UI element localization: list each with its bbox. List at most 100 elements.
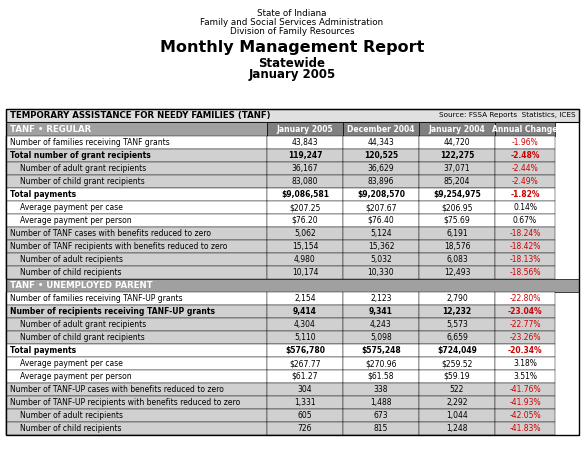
Bar [419, 331, 495, 344]
Bar [419, 214, 495, 227]
Text: 9,341: 9,341 [369, 307, 393, 316]
Bar [495, 318, 555, 331]
Bar [495, 409, 555, 422]
Bar [6, 383, 267, 396]
Text: Average payment per case: Average payment per case [20, 359, 123, 368]
Bar [495, 266, 555, 279]
Bar [6, 253, 267, 266]
Text: Average payment per person: Average payment per person [20, 216, 132, 225]
Bar [419, 409, 495, 422]
Bar [419, 227, 495, 240]
Bar [419, 253, 495, 266]
Bar [6, 240, 267, 253]
Bar [343, 305, 419, 318]
Bar [6, 357, 267, 370]
Bar [343, 370, 419, 383]
Text: -41.83%: -41.83% [510, 424, 541, 433]
Text: Number of child recipients: Number of child recipients [20, 268, 122, 277]
Text: 5,098: 5,098 [370, 333, 392, 342]
Bar [6, 109, 579, 435]
Text: Division of Family Resources: Division of Family Resources [230, 27, 355, 36]
Text: 83,896: 83,896 [368, 177, 394, 186]
Text: -2.44%: -2.44% [512, 164, 538, 173]
Text: January 2005: January 2005 [249, 68, 336, 81]
Bar [495, 214, 555, 227]
Text: $259.52: $259.52 [441, 359, 473, 368]
Bar [267, 253, 343, 266]
Text: Number of child recipients: Number of child recipients [20, 424, 122, 433]
Text: -22.77%: -22.77% [510, 320, 541, 329]
Text: Average payment per case: Average payment per case [20, 203, 123, 212]
Bar [419, 344, 495, 357]
Bar [267, 396, 343, 409]
Text: Number of families receiving TANF grants: Number of families receiving TANF grants [10, 138, 170, 147]
Text: -2.48%: -2.48% [510, 151, 540, 160]
Bar [495, 253, 555, 266]
Bar [419, 175, 495, 188]
Bar [6, 175, 267, 188]
Bar [267, 214, 343, 227]
Bar [267, 409, 343, 422]
Bar [6, 279, 579, 292]
Bar [267, 383, 343, 396]
Text: -41.76%: -41.76% [509, 385, 541, 394]
Text: 1,248: 1,248 [446, 424, 468, 433]
Bar [6, 201, 267, 214]
Bar [343, 253, 419, 266]
Text: Family and Social Services Administration: Family and Social Services Administratio… [201, 18, 384, 27]
Bar [6, 422, 267, 435]
Bar [343, 266, 419, 279]
Text: 5,124: 5,124 [370, 229, 392, 238]
Bar [343, 122, 419, 136]
Bar [267, 370, 343, 383]
Bar [343, 318, 419, 331]
Text: $267.77: $267.77 [289, 359, 321, 368]
Text: Number of child grant recipients: Number of child grant recipients [20, 333, 144, 342]
Text: Number of adult recipients: Number of adult recipients [20, 411, 123, 420]
Text: 2,790: 2,790 [446, 294, 468, 303]
Bar [6, 149, 267, 162]
Bar [343, 136, 419, 149]
Text: Number of families receiving TANF-UP grants: Number of families receiving TANF-UP gra… [10, 294, 183, 303]
Text: $9,254,975: $9,254,975 [433, 190, 481, 199]
Text: 5,032: 5,032 [370, 255, 392, 264]
Text: -18.42%: -18.42% [510, 242, 541, 251]
Bar [6, 214, 267, 227]
Text: December 2004: December 2004 [347, 125, 415, 134]
Bar [419, 370, 495, 383]
Bar [267, 292, 343, 305]
Bar [419, 240, 495, 253]
Text: Statewide: Statewide [259, 57, 325, 70]
Text: Number of adult grant recipients: Number of adult grant recipients [20, 164, 146, 173]
Bar [343, 383, 419, 396]
Text: -41.93%: -41.93% [509, 398, 541, 407]
Bar [267, 318, 343, 331]
Text: Annual Change: Annual Change [492, 125, 558, 134]
Bar [495, 149, 555, 162]
Text: $576,780: $576,780 [285, 346, 325, 355]
Text: 3.51%: 3.51% [513, 372, 537, 381]
Bar [495, 201, 555, 214]
Text: 1,488: 1,488 [370, 398, 392, 407]
Text: Total payments: Total payments [10, 190, 76, 199]
Bar [419, 122, 495, 136]
Bar [343, 344, 419, 357]
Text: Average payment per person: Average payment per person [20, 372, 132, 381]
Bar [343, 240, 419, 253]
Text: -23.04%: -23.04% [508, 307, 542, 316]
Text: Number of TANF recipients with benefits reduced to zero: Number of TANF recipients with benefits … [10, 242, 228, 251]
Bar [495, 292, 555, 305]
Bar [343, 357, 419, 370]
Text: 5,062: 5,062 [294, 229, 316, 238]
Bar [343, 422, 419, 435]
Bar [495, 227, 555, 240]
Text: -18.13%: -18.13% [510, 255, 541, 264]
Bar [419, 292, 495, 305]
Bar [6, 344, 267, 357]
Text: 37,071: 37,071 [443, 164, 470, 173]
Bar [267, 201, 343, 214]
Text: 522: 522 [450, 385, 464, 394]
Text: $270.96: $270.96 [365, 359, 397, 368]
Text: 4,980: 4,980 [294, 255, 316, 264]
Text: 44,343: 44,343 [367, 138, 394, 147]
